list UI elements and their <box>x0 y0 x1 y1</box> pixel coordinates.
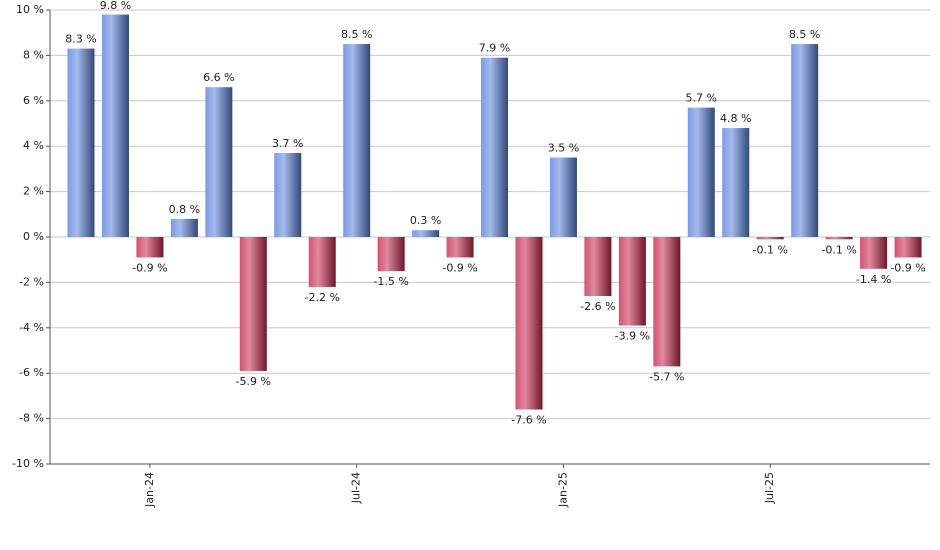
x-tick-label: Jul-25 <box>763 472 776 504</box>
bar <box>653 237 681 367</box>
bar <box>584 237 612 297</box>
value-label: -2.2 % <box>305 291 340 304</box>
value-label: -0.1 % <box>752 243 787 256</box>
bar <box>377 237 405 272</box>
bar <box>756 237 784 240</box>
y-tick-label: -2 % <box>19 275 44 288</box>
bar <box>136 237 164 258</box>
bar <box>67 48 95 238</box>
x-tick-label: Jul-24 <box>350 472 363 504</box>
value-label: -2.6 % <box>580 300 615 313</box>
bar <box>515 237 543 410</box>
value-label: -0.1 % <box>821 243 856 256</box>
value-label: 3.7 % <box>272 137 303 150</box>
value-label: 9.8 % <box>100 0 131 12</box>
bar <box>446 237 474 258</box>
bar <box>101 14 129 238</box>
value-label: -0.9 % <box>132 261 167 274</box>
bar <box>343 44 371 237</box>
bar <box>722 128 750 237</box>
bar <box>308 237 336 287</box>
value-label: 6.6 % <box>203 71 234 84</box>
y-tick-label: 4 % <box>23 139 44 152</box>
x-tick-label: Jan-24 <box>143 472 156 508</box>
bar <box>170 218 198 237</box>
value-label: -5.7 % <box>649 370 684 383</box>
bar <box>205 87 233 238</box>
y-tick-label: 10 % <box>16 3 44 16</box>
x-tick-label: Jan-25 <box>556 472 569 508</box>
y-tick-label: -4 % <box>19 321 44 334</box>
bar <box>687 107 715 237</box>
bar <box>825 237 853 240</box>
value-label: -5.9 % <box>236 375 271 388</box>
value-label: 4.8 % <box>720 112 751 125</box>
bar <box>549 157 577 237</box>
value-label: -0.9 % <box>442 261 477 274</box>
bar <box>860 237 888 269</box>
value-label: 0.3 % <box>410 214 441 227</box>
bar <box>481 57 509 237</box>
bar <box>274 153 302 237</box>
bar <box>412 230 440 237</box>
value-label: -0.9 % <box>890 261 925 274</box>
y-tick-label: 8 % <box>23 48 44 61</box>
value-label: 3.5 % <box>548 142 579 155</box>
y-tick-label: 2 % <box>23 185 44 198</box>
y-tick-label: 0 % <box>23 230 44 243</box>
value-label: -7.6 % <box>511 414 546 427</box>
value-label: 8.3 % <box>65 33 96 46</box>
y-tick-label: -10 % <box>12 457 44 470</box>
value-label: 7.9 % <box>479 42 510 55</box>
bar <box>894 237 922 258</box>
bar <box>239 237 267 371</box>
y-tick-label: -6 % <box>19 366 44 379</box>
value-label: 0.8 % <box>169 203 200 216</box>
value-label: -3.9 % <box>615 330 650 343</box>
value-label: -1.4 % <box>856 273 891 286</box>
y-tick-label: 6 % <box>23 94 44 107</box>
bar <box>618 237 646 326</box>
value-label: 5.7 % <box>686 92 717 105</box>
value-label: -1.5 % <box>373 275 408 288</box>
value-label: 8.5 % <box>341 28 372 41</box>
y-tick-label: -8 % <box>19 412 44 425</box>
bar <box>791 44 819 237</box>
value-label: 8.5 % <box>789 28 820 41</box>
